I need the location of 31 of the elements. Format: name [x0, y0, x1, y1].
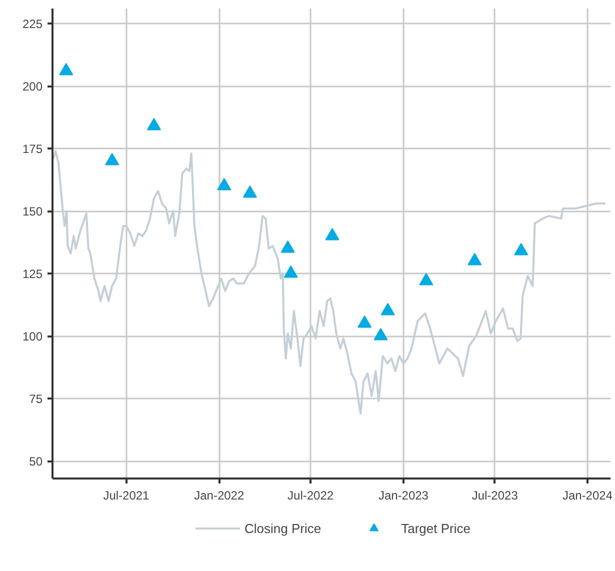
point [242, 185, 257, 198]
point [358, 315, 372, 328]
point [217, 178, 232, 190]
point [374, 328, 388, 340]
x-tick-label: Jul-2022 [288, 488, 334, 502]
y-tick-label: 200 [22, 80, 43, 94]
y-tick-label: 225 [22, 17, 43, 31]
point [284, 265, 298, 278]
x-tick-label: Jan-2023 [378, 488, 429, 502]
line-series [52, 150, 606, 414]
point [325, 228, 340, 240]
x-tick-label: Jan-2024 [562, 488, 613, 502]
x-tick-label: Jul-2021 [103, 488, 150, 502]
point [59, 62, 74, 76]
y-tick-label: 75 [29, 392, 43, 406]
point [514, 242, 528, 256]
legend-label: Closing Price [244, 520, 322, 536]
point [280, 240, 295, 253]
x-tick-label: Jul-2023 [472, 488, 518, 502]
y-tick-label: 125 [22, 267, 43, 281]
point [147, 118, 161, 130]
point [380, 302, 395, 316]
point [468, 252, 482, 266]
point [105, 152, 120, 166]
y-tick-label: 175 [22, 142, 43, 156]
y-tick-label: 150 [22, 204, 43, 218]
point [419, 272, 434, 286]
x-tick-label: Jan-2022 [194, 488, 244, 502]
y-tick-label: 100 [22, 330, 43, 344]
legend-label: Target Price [401, 520, 470, 536]
y-tick-label: 50 [29, 454, 43, 468]
